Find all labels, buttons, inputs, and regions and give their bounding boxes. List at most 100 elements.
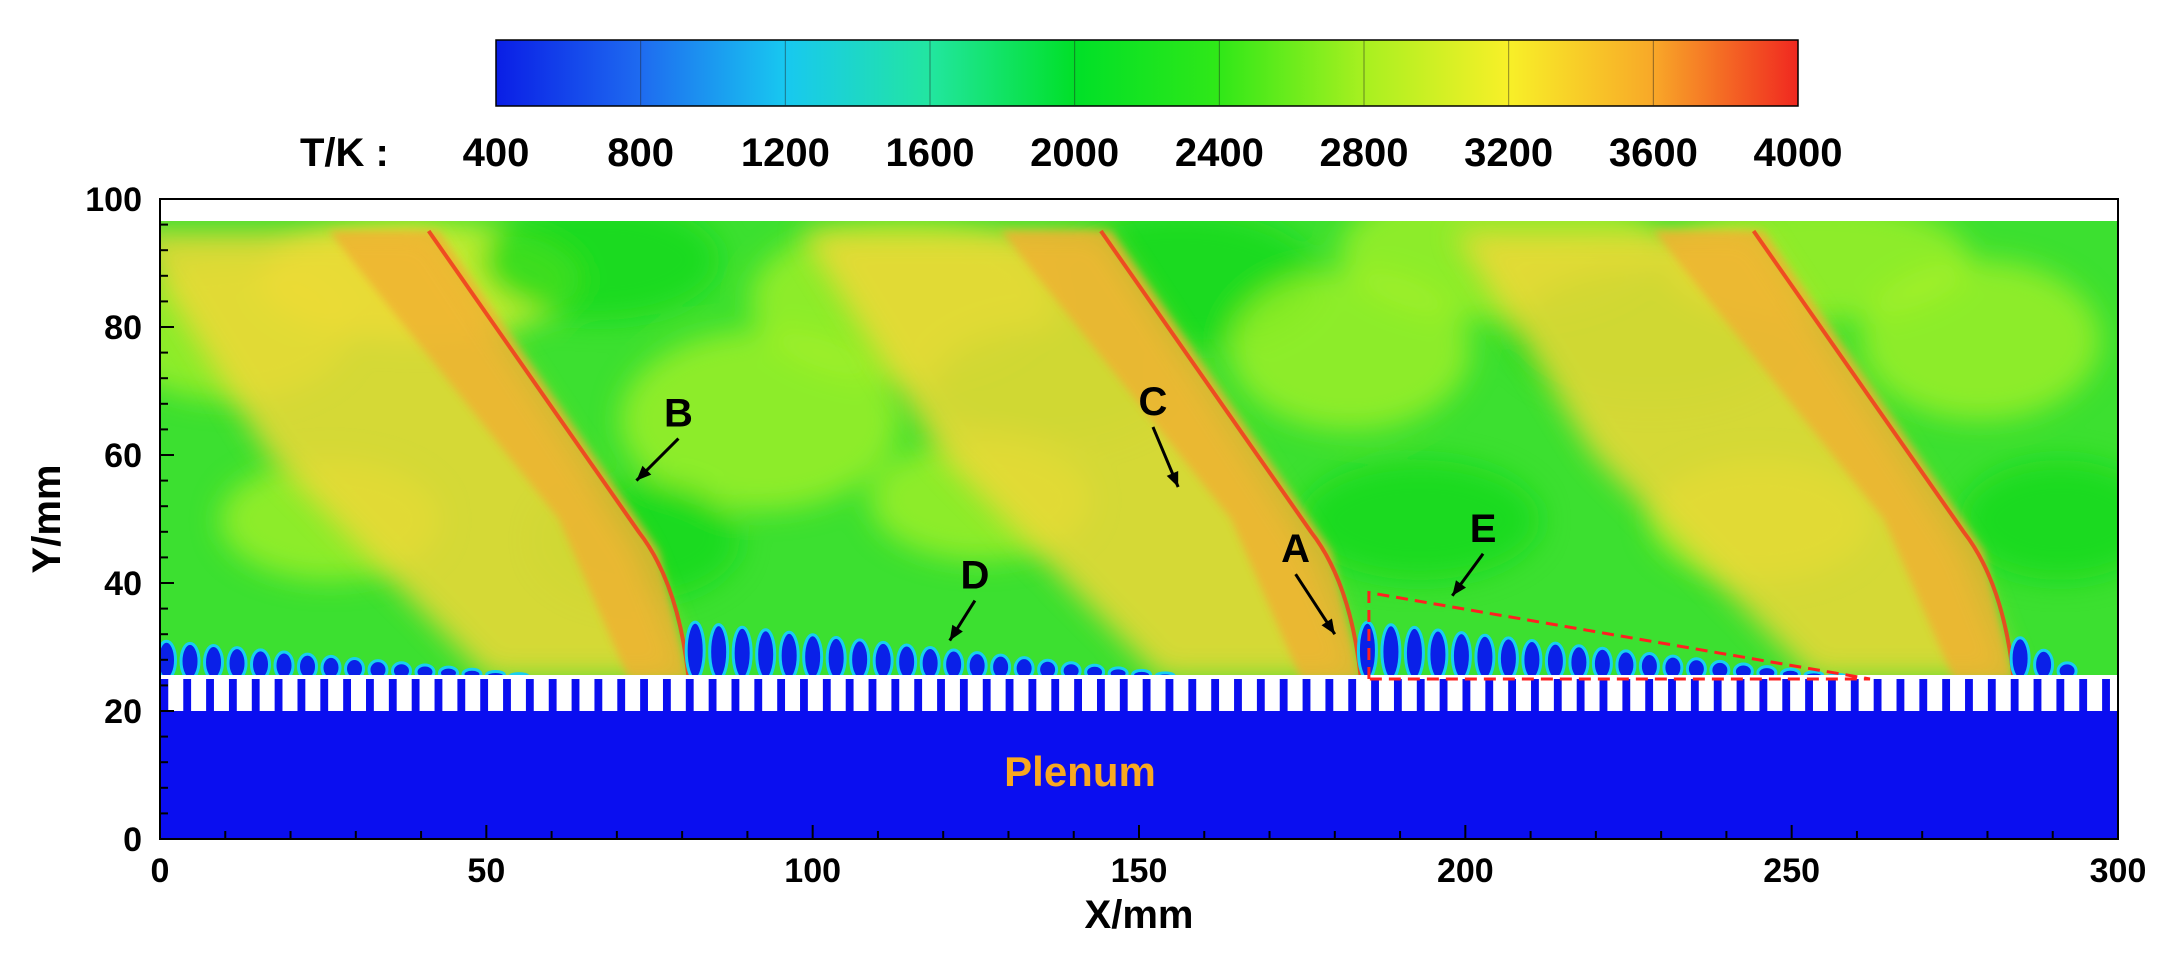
y-tick-label: 60 [104,437,142,475]
injector-gap [1013,679,1029,711]
colorbar-tick-labels: 400 800 1200 1600 2000 2400 2800 3200 3600 4000 [463,131,1843,175]
fresh-mixture-cell [849,638,871,675]
injector-gap [488,679,504,711]
y-tick-label: 80 [104,309,142,347]
annotation-e: E [1451,507,1496,597]
injector-gap [1333,679,1349,711]
plenum-label: Plenum [1004,748,1156,795]
injector-gap [1219,679,1235,711]
field-blob [1960,460,2118,580]
injector-gap [533,679,549,711]
injector-gap [899,679,915,711]
annotation-d: D [948,554,989,642]
injector-gap [2064,679,2080,711]
fresh-mixture-cell [203,644,225,675]
injector-gap [1653,679,1669,711]
injector-gap [647,679,663,711]
injector-gap [465,679,481,711]
injector-gap [373,679,389,711]
injector-gap [1721,679,1737,711]
injector-gap [1447,679,1463,711]
fresh-mixture-cell [896,643,918,675]
fresh-mixture-cell [1779,667,1801,675]
injector-gap [1516,679,1532,711]
annotation-b: B [635,392,693,482]
x-tick-label: 100 [784,852,841,890]
x-tick-label: 150 [1111,852,1168,890]
colorbar-label: T/K : [300,131,389,175]
fresh-mixture-cell [461,667,483,675]
fresh-mixture-cell [226,646,248,675]
fresh-mixture-cell [731,625,753,675]
injector-gap [1881,679,1897,711]
fresh-mixture-cell [2056,661,2078,675]
injector-gap [944,679,960,711]
fresh-mixture-cell [1568,644,1590,675]
fresh-mixture-cell [1131,668,1153,675]
field-blob [480,221,720,320]
annotation-arrow-head [1321,618,1335,635]
fresh-mixture-cell [1427,628,1449,675]
injector-gap [1378,679,1394,711]
y-tick-label: 20 [104,693,142,731]
injector-gap [213,679,229,711]
injector-gap [1356,679,1372,711]
fresh-mixture-cell [825,635,847,675]
injector-gap [1561,679,1577,711]
injector-gap [1150,679,1166,711]
shock-hot-band [328,231,688,675]
colorbar-tick-label: 3600 [1609,131,1698,175]
colorbar-tick-label: 2800 [1320,131,1409,175]
y-tick-label: 100 [85,181,142,219]
injector-gap [236,679,252,711]
fresh-mixture-cell [1037,658,1059,675]
colorbar-tick-label: 1200 [741,131,830,175]
x-tick-label: 0 [151,852,170,890]
colorbar-tick-label: 800 [607,131,674,175]
x-tick-label: 200 [1437,852,1494,890]
colorbar-rect [495,39,1799,107]
injector-gap [739,679,755,711]
fresh-mixture-cell [250,648,272,675]
injector-gap [1059,679,1075,711]
x-tick-label: 250 [1763,852,1820,890]
colorbar-separators [640,40,1654,106]
injector-gap [602,679,618,711]
injector-gap [1081,679,1097,711]
fresh-mixture-cell [1662,654,1684,675]
injector-gap [1812,679,1828,711]
detonation-fronts [160,229,2016,675]
injector-gap [1401,679,1417,711]
annotation-label: A [1281,527,1310,571]
injector-gap [876,679,892,711]
injector-gap [853,679,869,711]
injector-gap [1173,679,1189,711]
injector-gap [1950,679,1966,711]
fresh-mixture-cell [1497,636,1519,675]
injector-gap [1287,679,1303,711]
injector-gap [1858,679,1874,711]
burned-gas-region [160,231,688,675]
colorbar-tick-label: 2400 [1175,131,1264,175]
colorbar-tick-label: 3200 [1464,131,1553,175]
burned-gas-region [1453,231,2013,675]
injector-gap [1470,679,1486,711]
annotation-label: C [1139,380,1168,424]
injector-gap [1036,679,1052,711]
fresh-mixture-cell [1756,665,1778,675]
injector-gap [785,679,801,711]
fresh-mixture-cell [1638,652,1660,675]
injector-gap [670,679,686,711]
y-tick-label: 0 [123,821,142,859]
injector-gap [2041,679,2057,711]
annotation-arrow-head [1452,580,1467,596]
fresh-mixture-cell [320,654,342,675]
x-tick-label: 50 [467,852,505,890]
fresh-mixture-cell [1685,657,1707,675]
region-e-triangle [1367,590,1871,681]
annotation-c: C [1139,380,1180,488]
injector-gap [556,679,572,711]
fresh-mixture-cell [2009,636,2031,675]
injector-gap [1767,679,1783,711]
fresh-mixture-cell [1013,656,1035,675]
